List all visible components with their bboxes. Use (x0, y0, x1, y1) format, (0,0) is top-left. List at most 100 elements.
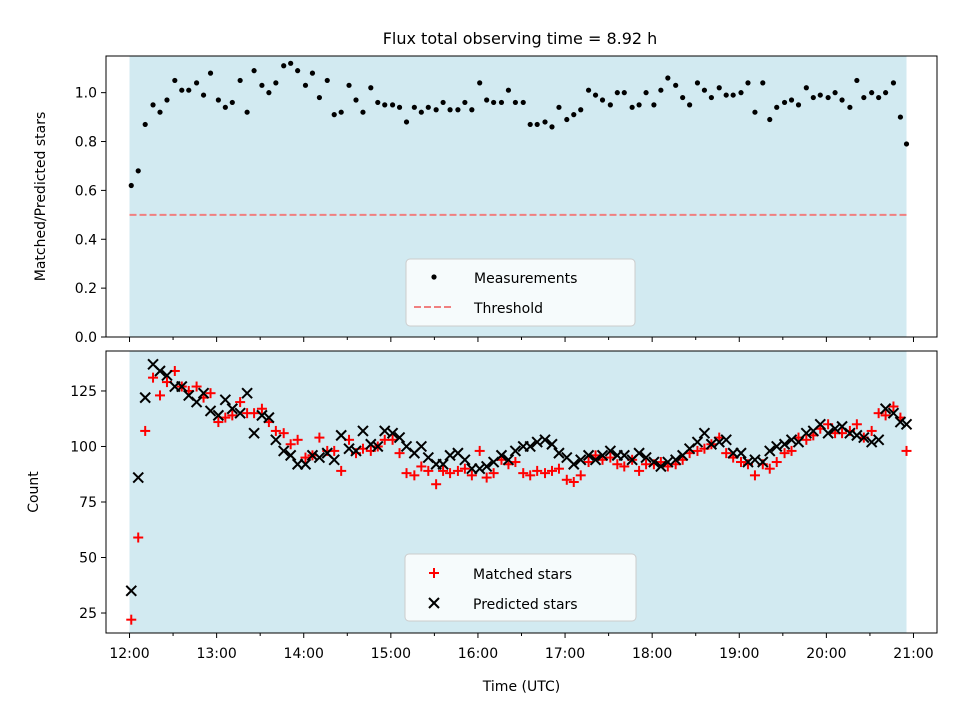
predicted-star-point (669, 454, 682, 466)
legend-threshold-label: Threshold (473, 301, 543, 317)
measurement-point (556, 104, 562, 110)
matched-star-point (409, 470, 420, 481)
measurement-point (825, 94, 831, 101)
measurement-point (215, 97, 221, 103)
matched-star-point (575, 470, 586, 481)
measurement-point (665, 75, 671, 81)
y-tick-label: 0.4 (75, 232, 97, 248)
predicted-star-point (372, 440, 384, 453)
matched-star-point (235, 397, 246, 408)
matched-star-point (561, 474, 572, 485)
predicted-star-point (139, 391, 151, 404)
count-y-axis-label: Count (26, 471, 42, 513)
matched-star-point (634, 465, 645, 476)
predicted-star-point (313, 451, 326, 464)
measurement-point (331, 112, 337, 118)
predicted-star-point (415, 440, 428, 453)
measurement-point (207, 70, 214, 76)
measurement-point (244, 109, 250, 115)
matched-star-point (532, 465, 543, 476)
matched-star-point (278, 428, 289, 439)
predicted-star-point (553, 447, 565, 459)
predicted-star-point (698, 427, 711, 439)
predicted-star-point (226, 403, 239, 415)
x-tick-label: 15:00 (371, 646, 411, 662)
measurement-point (890, 80, 897, 86)
measurement-point (839, 97, 845, 103)
predicted-star-point (604, 445, 617, 457)
matched-star-point (764, 463, 775, 474)
matched-star-point (155, 390, 166, 401)
matched-star-point (568, 477, 579, 488)
predicted-star-point (900, 418, 913, 430)
matched-star-points (126, 365, 912, 625)
legend-matched-label: Matched stars (473, 567, 572, 583)
count-panel: 25 50 75 100 125 12:00 13:00 14:00 15:00 16:00 17… (26, 350, 938, 695)
matched-star-point (474, 445, 485, 456)
matched-star-point (220, 412, 231, 423)
measurement-point (774, 104, 780, 110)
measurement-point (200, 92, 207, 98)
matched-star-point (431, 479, 442, 490)
measurement-point (164, 97, 170, 103)
measurement-point (179, 87, 185, 93)
predicted-star-point (277, 445, 290, 457)
y-tick-label: 75 (79, 495, 97, 511)
measurement-point (382, 102, 388, 108)
predicted-star-point (785, 434, 798, 446)
matched-star-point (140, 425, 151, 436)
matched-star-point (213, 417, 224, 428)
predicted-star-point (357, 425, 369, 437)
x-tick-label: 17:00 (545, 646, 585, 662)
predicted-star-point (720, 434, 732, 446)
count-y-axis: 25 50 75 100 125 (70, 384, 106, 622)
measurement-point (636, 102, 642, 108)
measurement-point (651, 102, 657, 108)
predicted-star-point (879, 403, 892, 415)
x-tick-label: 19:00 (719, 646, 759, 662)
predicted-star-point (241, 387, 253, 399)
measurement-point (477, 80, 483, 86)
measurement-point (425, 104, 431, 110)
predicted-star-point (270, 434, 282, 446)
matched-star-point (205, 388, 216, 399)
matched-star-point (786, 445, 797, 456)
legend-predicted-label: Predicted stars (473, 597, 578, 613)
measurement-point (266, 90, 272, 96)
predicted-star-point (299, 458, 312, 470)
predicted-star-point (814, 418, 826, 430)
predicted-star-point (735, 447, 747, 459)
measurement-point (658, 87, 664, 93)
predicted-star-point (444, 449, 456, 462)
predicted-star-point (437, 458, 449, 470)
matched-star-point (888, 401, 899, 412)
predicted-star-point (575, 454, 587, 466)
measurement-point (150, 102, 156, 108)
matched-star-point (605, 452, 616, 463)
matched-star-point (801, 434, 812, 445)
matched-star-point (459, 463, 470, 474)
matched-star-point (518, 468, 529, 479)
predicted-star-point (618, 449, 630, 462)
x-tick-label: 12:00 (109, 646, 149, 662)
predicted-star-point (582, 449, 595, 462)
predicted-star-point (662, 456, 674, 468)
matched-star-point (314, 432, 325, 443)
measurement-point (288, 60, 294, 66)
matched-star-point (721, 448, 732, 459)
measurement-point (396, 104, 403, 110)
measurement-point (673, 82, 679, 88)
matched-star-point (866, 425, 877, 436)
matched-star-point (619, 461, 630, 472)
measurement-point (273, 80, 279, 86)
predicted-star-point (764, 445, 776, 457)
measurement-point (592, 92, 599, 98)
measurement-point (738, 90, 744, 96)
matched-star-point (583, 457, 594, 468)
predicted-star-point (459, 454, 471, 466)
predicted-star-point (365, 438, 377, 450)
predicted-star-point (872, 434, 885, 446)
predicted-star-point (386, 427, 399, 439)
matched-star-point (736, 457, 747, 468)
matched-star-point (851, 419, 862, 430)
